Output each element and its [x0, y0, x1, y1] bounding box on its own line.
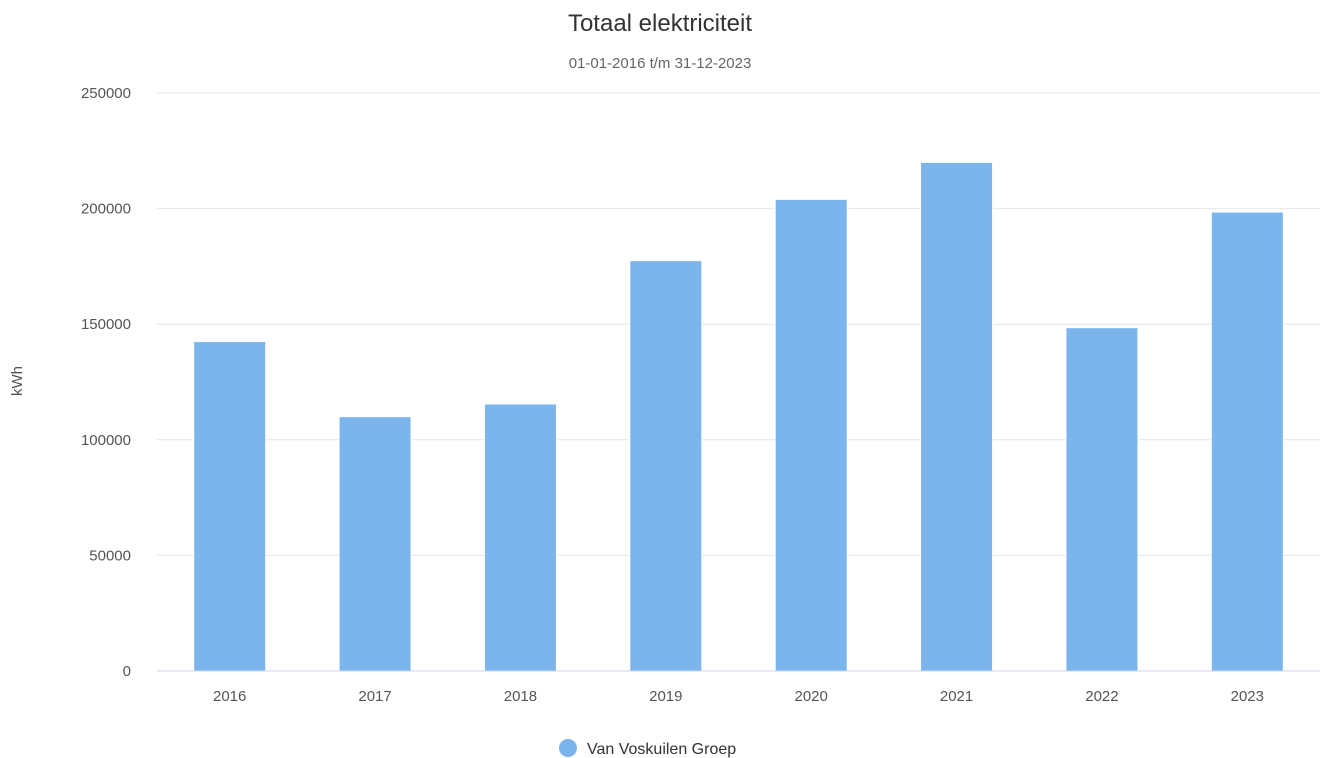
legend[interactable]: Van Voskuilen Groep — [559, 739, 736, 758]
y-axis-title: kWh — [9, 366, 26, 396]
x-tick-label: 2021 — [940, 688, 973, 705]
bar-series — [193, 161, 1284, 672]
x-tick-label: 2017 — [358, 688, 391, 705]
y-tick-label: 150000 — [81, 316, 131, 333]
bar-2023[interactable] — [1210, 211, 1284, 672]
bar-2018[interactable] — [483, 403, 557, 672]
legend-label: Van Voskuilen Groep — [587, 741, 736, 758]
chart-subtitle: 01-01-2016 t/m 31-12-2023 — [569, 55, 752, 72]
bar-2016[interactable] — [193, 341, 267, 672]
bar-2019[interactable] — [629, 260, 703, 672]
y-tick-label: 50000 — [89, 547, 131, 564]
x-tick-label: 2020 — [795, 688, 828, 705]
x-tick-label: 2016 — [213, 688, 246, 705]
x-tick-label: 2022 — [1085, 688, 1118, 705]
x-tick-label: 2023 — [1231, 688, 1264, 705]
y-tick-label: 250000 — [81, 85, 131, 102]
bar-2020[interactable] — [774, 198, 848, 672]
x-axis-ticks: 2016 2017 2018 2019 2020 2021 2022 2023 — [213, 688, 1264, 705]
bar-2021[interactable] — [920, 161, 994, 672]
y-tick-label: 200000 — [81, 201, 131, 218]
legend-marker-icon — [559, 739, 577, 757]
gridlines — [157, 92, 1320, 556]
bar-2017[interactable] — [338, 416, 412, 672]
bar-2022[interactable] — [1065, 327, 1139, 672]
y-tick-label: 100000 — [81, 432, 131, 449]
x-tick-label: 2019 — [649, 688, 682, 705]
x-tick-label: 2018 — [504, 688, 537, 705]
y-axis-ticks: 0 50000 100000 150000 200000 250000 — [81, 85, 131, 680]
chart-title: Totaal elektriciteit — [568, 10, 752, 37]
y-tick-label: 0 — [123, 663, 131, 680]
